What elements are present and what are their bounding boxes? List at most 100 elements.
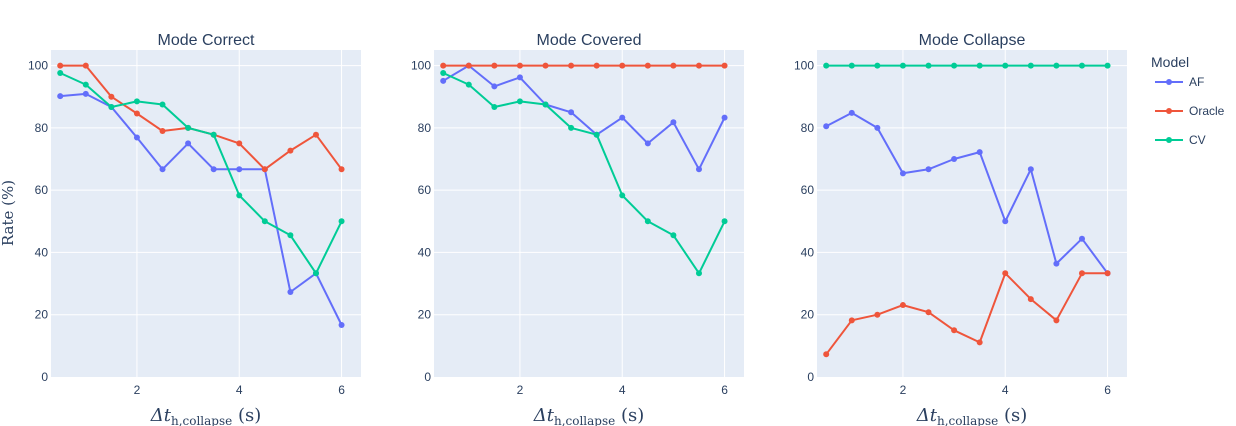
data-point[interactable] <box>644 140 651 147</box>
data-point[interactable] <box>951 327 958 334</box>
data-point[interactable] <box>1078 235 1085 242</box>
data-point[interactable] <box>440 62 447 69</box>
data-point[interactable] <box>951 156 958 162</box>
data-point[interactable] <box>593 131 600 138</box>
data-point[interactable] <box>976 62 983 69</box>
data-point[interactable] <box>133 98 140 105</box>
data-point[interactable] <box>82 62 89 69</box>
data-point[interactable] <box>1027 166 1034 173</box>
data-point[interactable] <box>899 302 906 309</box>
data-point[interactable] <box>287 288 294 295</box>
data-point[interactable] <box>1078 62 1085 69</box>
data-point[interactable] <box>287 232 294 239</box>
data-point[interactable] <box>1002 270 1009 277</box>
data-point[interactable] <box>1078 270 1085 277</box>
data-point[interactable] <box>491 103 498 110</box>
data-point[interactable] <box>516 98 523 105</box>
data-point[interactable] <box>210 166 217 173</box>
data-point[interactable] <box>619 192 626 199</box>
data-point[interactable] <box>159 101 166 108</box>
data-point[interactable] <box>848 109 855 116</box>
data-point[interactable] <box>516 62 523 69</box>
data-point[interactable] <box>644 218 651 225</box>
data-point[interactable] <box>312 270 319 277</box>
data-point[interactable] <box>925 309 932 316</box>
data-point[interactable] <box>338 218 345 225</box>
data-point[interactable] <box>236 140 243 147</box>
data-point[interactable] <box>542 62 549 69</box>
data-point[interactable] <box>568 124 575 131</box>
data-point[interactable] <box>593 62 600 69</box>
data-point[interactable] <box>1104 62 1111 69</box>
data-point[interactable] <box>670 62 677 69</box>
data-point[interactable] <box>159 166 166 173</box>
data-point[interactable] <box>338 166 345 173</box>
data-point[interactable] <box>695 270 702 277</box>
data-point[interactable] <box>721 218 728 225</box>
data-point[interactable] <box>925 166 932 173</box>
data-point[interactable] <box>516 74 523 81</box>
data-point[interactable] <box>261 166 268 173</box>
data-point[interactable] <box>899 170 906 177</box>
data-point[interactable] <box>133 134 140 141</box>
data-point[interactable] <box>338 321 345 328</box>
data-point[interactable] <box>440 70 447 77</box>
data-point[interactable] <box>440 77 447 84</box>
data-point[interactable] <box>108 93 115 100</box>
data-point[interactable] <box>976 339 983 346</box>
legend-item-cv[interactable]: CV <box>1155 133 1206 147</box>
data-point[interactable] <box>721 114 728 121</box>
data-point[interactable] <box>159 127 166 134</box>
data-point[interactable] <box>1027 62 1034 69</box>
data-point[interactable] <box>568 62 575 69</box>
data-point[interactable] <box>82 90 89 97</box>
data-point[interactable] <box>874 124 881 131</box>
data-point[interactable] <box>619 114 626 121</box>
data-point[interactable] <box>1053 317 1060 324</box>
data-point[interactable] <box>1002 62 1009 69</box>
data-point[interactable] <box>899 62 906 69</box>
data-point[interactable] <box>568 109 575 116</box>
data-point[interactable] <box>823 123 830 130</box>
data-point[interactable] <box>874 62 881 69</box>
data-point[interactable] <box>287 147 294 154</box>
data-point[interactable] <box>82 81 89 88</box>
data-point[interactable] <box>644 62 651 69</box>
data-point[interactable] <box>848 317 855 324</box>
data-point[interactable] <box>312 131 319 138</box>
data-point[interactable] <box>823 62 830 69</box>
data-point[interactable] <box>670 119 677 126</box>
data-point[interactable] <box>491 83 498 90</box>
legend-item-af[interactable]: AF <box>1155 75 1204 89</box>
data-point[interactable] <box>951 62 958 69</box>
data-point[interactable] <box>1053 260 1060 267</box>
data-point[interactable] <box>185 140 192 147</box>
data-point[interactable] <box>236 166 243 173</box>
data-point[interactable] <box>1104 270 1111 277</box>
data-point[interactable] <box>848 62 855 69</box>
data-point[interactable] <box>823 351 830 358</box>
legend-item-oracle[interactable]: Oracle <box>1155 104 1225 118</box>
data-point[interactable] <box>1002 218 1009 225</box>
data-point[interactable] <box>185 124 192 131</box>
data-point[interactable] <box>695 166 702 173</box>
data-point[interactable] <box>670 232 677 239</box>
data-point[interactable] <box>465 62 472 69</box>
data-point[interactable] <box>925 62 932 69</box>
data-point[interactable] <box>57 62 64 69</box>
data-point[interactable] <box>491 62 498 69</box>
data-point[interactable] <box>695 62 702 69</box>
data-point[interactable] <box>874 311 881 318</box>
data-point[interactable] <box>976 149 983 156</box>
data-point[interactable] <box>619 62 626 69</box>
data-point[interactable] <box>108 103 115 110</box>
data-point[interactable] <box>1053 62 1060 69</box>
data-point[interactable] <box>236 192 243 199</box>
data-point[interactable] <box>1027 296 1034 303</box>
data-point[interactable] <box>57 93 64 100</box>
data-point[interactable] <box>210 131 217 138</box>
data-point[interactable] <box>465 81 472 88</box>
data-point[interactable] <box>261 218 268 225</box>
data-point[interactable] <box>57 70 64 77</box>
data-point[interactable] <box>133 110 140 117</box>
